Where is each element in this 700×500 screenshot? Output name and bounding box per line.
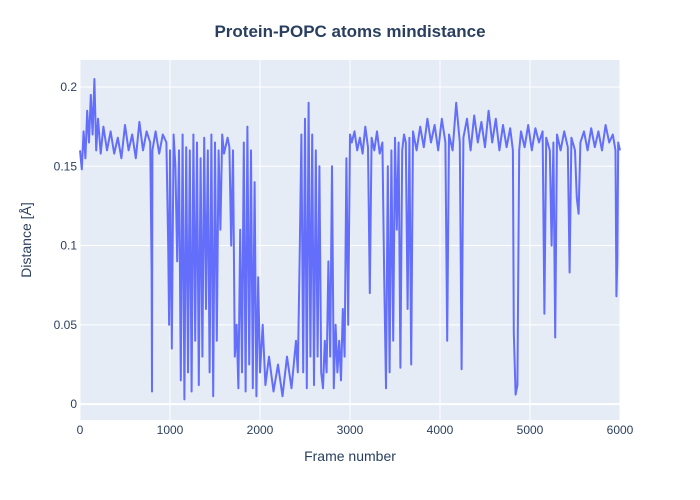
y-axis-ticks: 0 0.05 0.1 0.15 0.2: [54, 80, 78, 411]
x-tick-label: 4000: [427, 423, 454, 437]
chart-title: Protein-POPC atoms mindistance: [214, 22, 485, 41]
x-tick-label: 5000: [517, 423, 544, 437]
x-tick-label: 6000: [607, 423, 634, 437]
x-tick-label: 1000: [157, 423, 184, 437]
y-tick-label: 0.05: [54, 318, 78, 332]
y-tick-label: 0.1: [60, 239, 77, 253]
y-tick-label: 0.15: [54, 159, 78, 173]
x-axis-title: Frame number: [304, 448, 396, 464]
series-line: [79, 78, 621, 401]
y-tick-label: 0: [70, 397, 77, 411]
x-tick-label: 3000: [337, 423, 364, 437]
y-axis-title: Distance [Å]: [18, 202, 34, 277]
x-tick-label: 2000: [247, 423, 274, 437]
y-tick-label: 0.2: [60, 80, 77, 94]
x-tick-label: 0: [77, 423, 84, 437]
x-axis-ticks: 0 1000 2000 3000 4000 5000 6000: [77, 423, 634, 437]
